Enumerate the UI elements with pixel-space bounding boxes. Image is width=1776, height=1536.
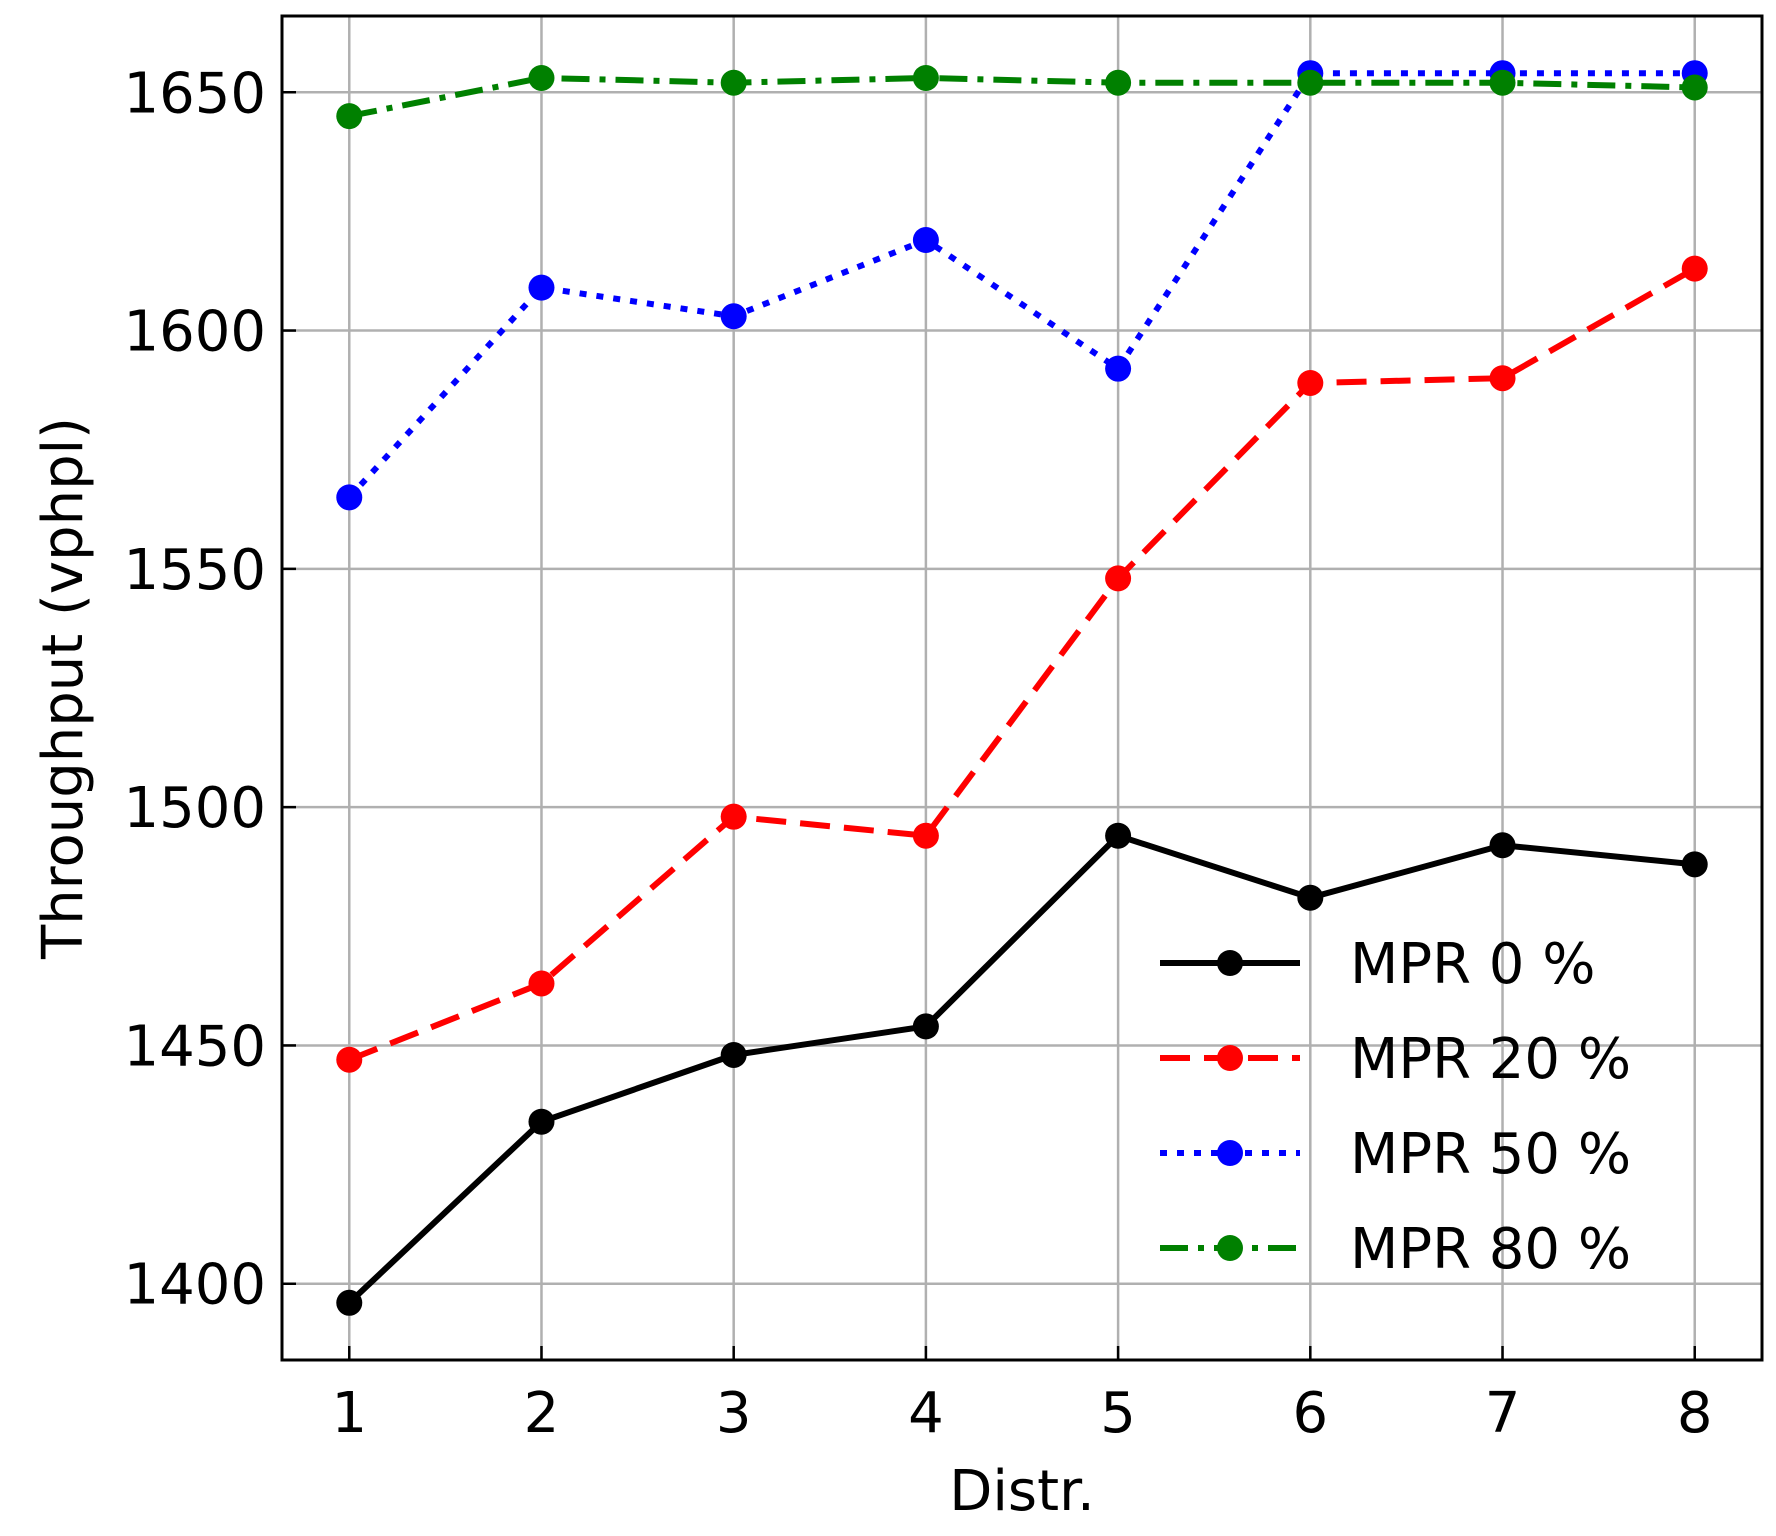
data-point xyxy=(912,227,939,253)
plot-frame xyxy=(280,14,1764,1362)
data-point xyxy=(1105,822,1132,849)
data-point xyxy=(336,103,363,130)
data-point xyxy=(1105,69,1132,96)
series-line-2 xyxy=(347,70,1695,500)
data-point xyxy=(1489,365,1516,392)
x-tick-label: 1 xyxy=(331,1381,367,1446)
series-points xyxy=(336,60,1708,1316)
data-point xyxy=(1297,69,1324,96)
x-tick-label: 5 xyxy=(1100,1381,1136,1446)
series-line-3 xyxy=(348,74,1695,120)
data-point xyxy=(336,1289,363,1316)
data-point xyxy=(528,970,555,997)
x-tick-label: 8 xyxy=(1677,1381,1713,1446)
data-point xyxy=(528,1108,555,1135)
data-point xyxy=(720,303,747,330)
data-point xyxy=(1489,69,1516,96)
data-point xyxy=(336,484,363,511)
y-axis-label: Throughput (vphpl) xyxy=(31,417,96,960)
data-point xyxy=(720,69,747,96)
y-tick-label: 1500 xyxy=(123,776,266,841)
data-point xyxy=(720,803,747,830)
legend-label: MPR 80 % xyxy=(1350,1217,1631,1282)
grid-lines xyxy=(282,16,1762,1360)
x-tick-label: 3 xyxy=(716,1381,752,1446)
data-point xyxy=(528,274,555,301)
data-point xyxy=(720,1041,747,1068)
y-tick-label: 1450 xyxy=(123,1014,266,1079)
data-point xyxy=(1681,74,1708,101)
data-point xyxy=(1681,255,1708,282)
data-point xyxy=(1105,355,1132,382)
axis-ticks: 1 2 3 4 5 6 7 8 1400 1450 1500 1550 1600 1650 xyxy=(123,61,1712,1446)
x-axis-label: Distr. xyxy=(949,1459,1095,1524)
x-tick-label: 6 xyxy=(1292,1381,1328,1446)
data-point xyxy=(912,64,939,91)
legend-label: MPR 50 % xyxy=(1350,1122,1631,1187)
legend-marker xyxy=(1217,1045,1243,1071)
y-tick-label: 1400 xyxy=(123,1253,266,1318)
data-point xyxy=(1489,832,1516,859)
data-point xyxy=(528,64,555,91)
y-tick-label: 1550 xyxy=(123,538,266,603)
data-point xyxy=(912,822,939,849)
series-line-1 xyxy=(348,265,1697,1063)
data-point xyxy=(336,1046,363,1073)
data-point xyxy=(1105,565,1132,592)
legend-marker xyxy=(1217,1140,1243,1166)
data-point xyxy=(912,1013,939,1040)
x-tick-label: 2 xyxy=(524,1381,560,1446)
series-lines xyxy=(347,70,1697,1305)
data-point xyxy=(1681,851,1708,878)
data-point xyxy=(1297,369,1324,396)
legend-marker xyxy=(1217,1235,1243,1261)
y-tick-label: 1600 xyxy=(123,300,266,365)
legend-label: MPR 20 % xyxy=(1350,1027,1631,1092)
legend: MPR 0 % MPR 20 % MPR 50 % MPR 80 % xyxy=(1160,932,1631,1282)
legend-marker xyxy=(1217,950,1243,976)
data-point xyxy=(1297,884,1324,911)
x-tick-label: 7 xyxy=(1485,1381,1521,1446)
legend-label: MPR 0 % xyxy=(1350,932,1595,997)
y-tick-label: 1650 xyxy=(123,61,266,126)
x-tick-label: 4 xyxy=(908,1381,944,1446)
series-line-0 xyxy=(347,832,1696,1305)
